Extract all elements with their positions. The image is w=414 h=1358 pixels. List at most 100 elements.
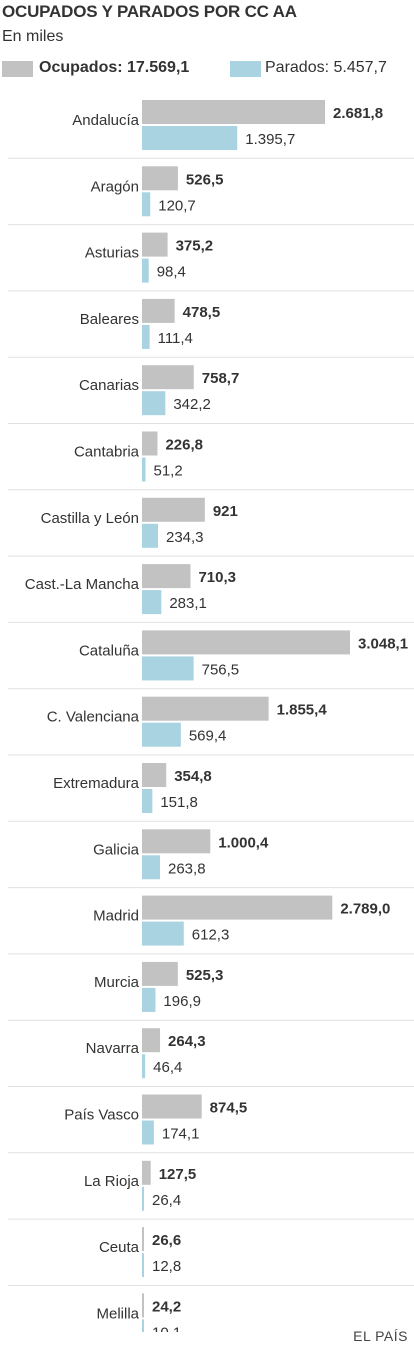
bar-unemployed-c-valenciana bbox=[142, 722, 181, 747]
bar-unemployed-baleares bbox=[142, 324, 150, 349]
category-label-la-rioja: La Rioja bbox=[84, 1173, 140, 1190]
bar-occupied-la-rioja bbox=[142, 1160, 151, 1185]
value-label-occupied-melilla: 24,2 bbox=[152, 1298, 181, 1315]
value-label-unemployed-castilla-y-leon: 234,3 bbox=[166, 529, 204, 546]
value-label-unemployed-navarra: 46,4 bbox=[153, 1059, 182, 1076]
value-label-occupied-galicia: 1.000,4 bbox=[218, 834, 269, 851]
value-label-unemployed-extremadura: 151,8 bbox=[160, 794, 198, 811]
value-label-occupied-canarias: 758,7 bbox=[202, 370, 240, 387]
value-label-unemployed-c-valenciana: 569,4 bbox=[189, 728, 227, 745]
value-label-unemployed-la-rioja: 26,4 bbox=[152, 1192, 181, 1209]
category-label-c-valenciana: C. Valenciana bbox=[47, 709, 140, 726]
value-label-occupied-cataluna: 3.048,1 bbox=[358, 635, 408, 652]
value-label-unemployed-cataluna: 756,5 bbox=[202, 661, 240, 678]
bar-occupied-baleares bbox=[142, 298, 175, 323]
category-label-canarias: Canarias bbox=[79, 377, 139, 394]
value-label-occupied-murcia: 525,3 bbox=[186, 967, 224, 984]
value-label-occupied-c-valenciana: 1.855,4 bbox=[277, 702, 328, 719]
bar-unemployed-canarias bbox=[142, 391, 166, 416]
bar-occupied-galicia bbox=[142, 829, 211, 854]
bar-unemployed-andalucia bbox=[142, 126, 238, 150]
bar-occupied-melilla bbox=[142, 1293, 144, 1318]
bar-unemployed-la-rioja bbox=[142, 1186, 144, 1211]
value-label-unemployed-cantabria: 51,2 bbox=[153, 463, 182, 480]
category-label-asturias: Asturias bbox=[85, 245, 139, 262]
value-label-occupied-navarra: 264,3 bbox=[168, 1033, 206, 1050]
bar-unemployed-asturias bbox=[142, 258, 149, 283]
bar-occupied-cantabria bbox=[142, 431, 158, 456]
bar-occupied-murcia bbox=[142, 961, 178, 986]
category-label-aragon: Aragón bbox=[91, 178, 139, 195]
value-label-occupied-cantabria: 226,8 bbox=[165, 437, 203, 454]
category-label-melilla: Melilla bbox=[96, 1305, 139, 1322]
value-label-occupied-la-rioja: 127,5 bbox=[159, 1166, 197, 1183]
category-label-cast-la-mancha: Cast.-La Mancha bbox=[25, 576, 140, 593]
category-label-castilla-y-leon: Castilla y León bbox=[41, 510, 139, 527]
bar-occupied-pais-vasco bbox=[142, 1094, 202, 1119]
bar-unemployed-pais-vasco bbox=[142, 1120, 154, 1145]
legend-label-occupied: Ocupados: 17.569,1 bbox=[39, 59, 190, 76]
value-label-unemployed-aragon: 120,7 bbox=[158, 197, 196, 214]
bar-occupied-ceuta bbox=[142, 1227, 144, 1252]
bar-unemployed-madrid bbox=[142, 921, 184, 946]
category-label-andalucia: Andalucía bbox=[72, 112, 139, 129]
value-label-unemployed-asturias: 98,4 bbox=[157, 264, 186, 281]
category-label-madrid: Madrid bbox=[93, 908, 139, 925]
legend-swatch-occupied bbox=[2, 61, 33, 77]
value-label-unemployed-pais-vasco: 174,1 bbox=[162, 1126, 200, 1143]
bar-occupied-extremadura bbox=[142, 763, 167, 787]
value-label-occupied-madrid: 2.789,0 bbox=[340, 901, 390, 918]
value-label-unemployed-murcia: 196,9 bbox=[163, 993, 201, 1010]
value-label-unemployed-baleares: 111,4 bbox=[158, 330, 193, 347]
source-credit: EL PAÍS bbox=[353, 1328, 408, 1344]
category-label-cantabria: Cantabria bbox=[74, 444, 140, 461]
bar-unemployed-cast-la-mancha bbox=[142, 590, 162, 615]
chart-title: OCUPADOS Y PARADOS POR CC AA bbox=[2, 2, 297, 21]
bar-unemployed-galicia bbox=[142, 855, 161, 880]
bar-unemployed-extremadura bbox=[142, 789, 153, 813]
bar-occupied-castilla-y-leon bbox=[142, 497, 205, 522]
value-label-unemployed-ceuta: 12,8 bbox=[152, 1258, 181, 1275]
category-label-ceuta: Ceuta bbox=[99, 1239, 140, 1256]
bar-unemployed-murcia bbox=[142, 987, 156, 1012]
category-label-navarra: Navarra bbox=[86, 1040, 140, 1057]
value-label-occupied-castilla-y-leon: 921 bbox=[213, 503, 238, 520]
category-label-pais-vasco: País Vasco bbox=[64, 1107, 139, 1124]
category-label-cataluna: Cataluña bbox=[79, 642, 140, 659]
bar-occupied-asturias bbox=[142, 232, 168, 257]
legend-swatch-unemployed bbox=[230, 61, 261, 77]
bar-unemployed-castilla-y-leon bbox=[142, 523, 158, 548]
bar-occupied-aragon bbox=[142, 166, 178, 191]
value-label-unemployed-canarias: 342,2 bbox=[173, 396, 211, 413]
value-label-unemployed-galicia: 263,8 bbox=[168, 860, 206, 877]
value-label-occupied-cast-la-mancha: 710,3 bbox=[198, 569, 236, 586]
value-label-unemployed-madrid: 612,3 bbox=[192, 927, 230, 944]
category-label-galicia: Galicia bbox=[93, 841, 140, 858]
legend: Ocupados: 17.569,1 Parados: 5.457,7 bbox=[2, 58, 414, 80]
value-label-occupied-baleares: 478,5 bbox=[183, 304, 221, 321]
category-label-murcia: Murcia bbox=[94, 974, 140, 991]
bar-occupied-canarias bbox=[142, 365, 194, 390]
chart-subtitle: En miles bbox=[2, 28, 64, 45]
category-label-baleares: Baleares bbox=[80, 311, 139, 328]
bar-occupied-c-valenciana bbox=[142, 696, 269, 721]
bar-occupied-navarra bbox=[142, 1028, 161, 1053]
value-label-unemployed-cast-la-mancha: 283,1 bbox=[169, 595, 207, 612]
value-label-unemployed-andalucia: 1.395,7 bbox=[245, 131, 295, 148]
bar-occupied-cast-la-mancha bbox=[142, 564, 191, 589]
value-label-occupied-pais-vasco: 874,5 bbox=[210, 1100, 248, 1117]
bar-unemployed-ceuta bbox=[142, 1253, 144, 1278]
bar-unemployed-cantabria bbox=[142, 457, 146, 482]
bar-occupied-cataluna bbox=[142, 630, 350, 655]
legend-label-unemployed: Parados: 5.457,7 bbox=[265, 59, 387, 76]
value-label-occupied-extremadura: 354,8 bbox=[174, 768, 212, 785]
value-label-occupied-ceuta: 26,6 bbox=[152, 1232, 181, 1249]
value-label-occupied-andalucia: 2.681,8 bbox=[333, 105, 383, 122]
category-label-extremadura: Extremadura bbox=[53, 775, 140, 792]
value-label-unemployed-melilla: 10,1 bbox=[152, 1324, 181, 1332]
bar-unemployed-aragon bbox=[142, 192, 151, 217]
value-label-occupied-aragon: 526,5 bbox=[186, 171, 224, 188]
bar-chart: Andalucía 2.681,8 1.395,7 Aragón 526,5 120,7 A… bbox=[8, 100, 414, 1332]
bar-unemployed-melilla bbox=[142, 1319, 144, 1332]
bar-unemployed-navarra bbox=[142, 1054, 146, 1079]
